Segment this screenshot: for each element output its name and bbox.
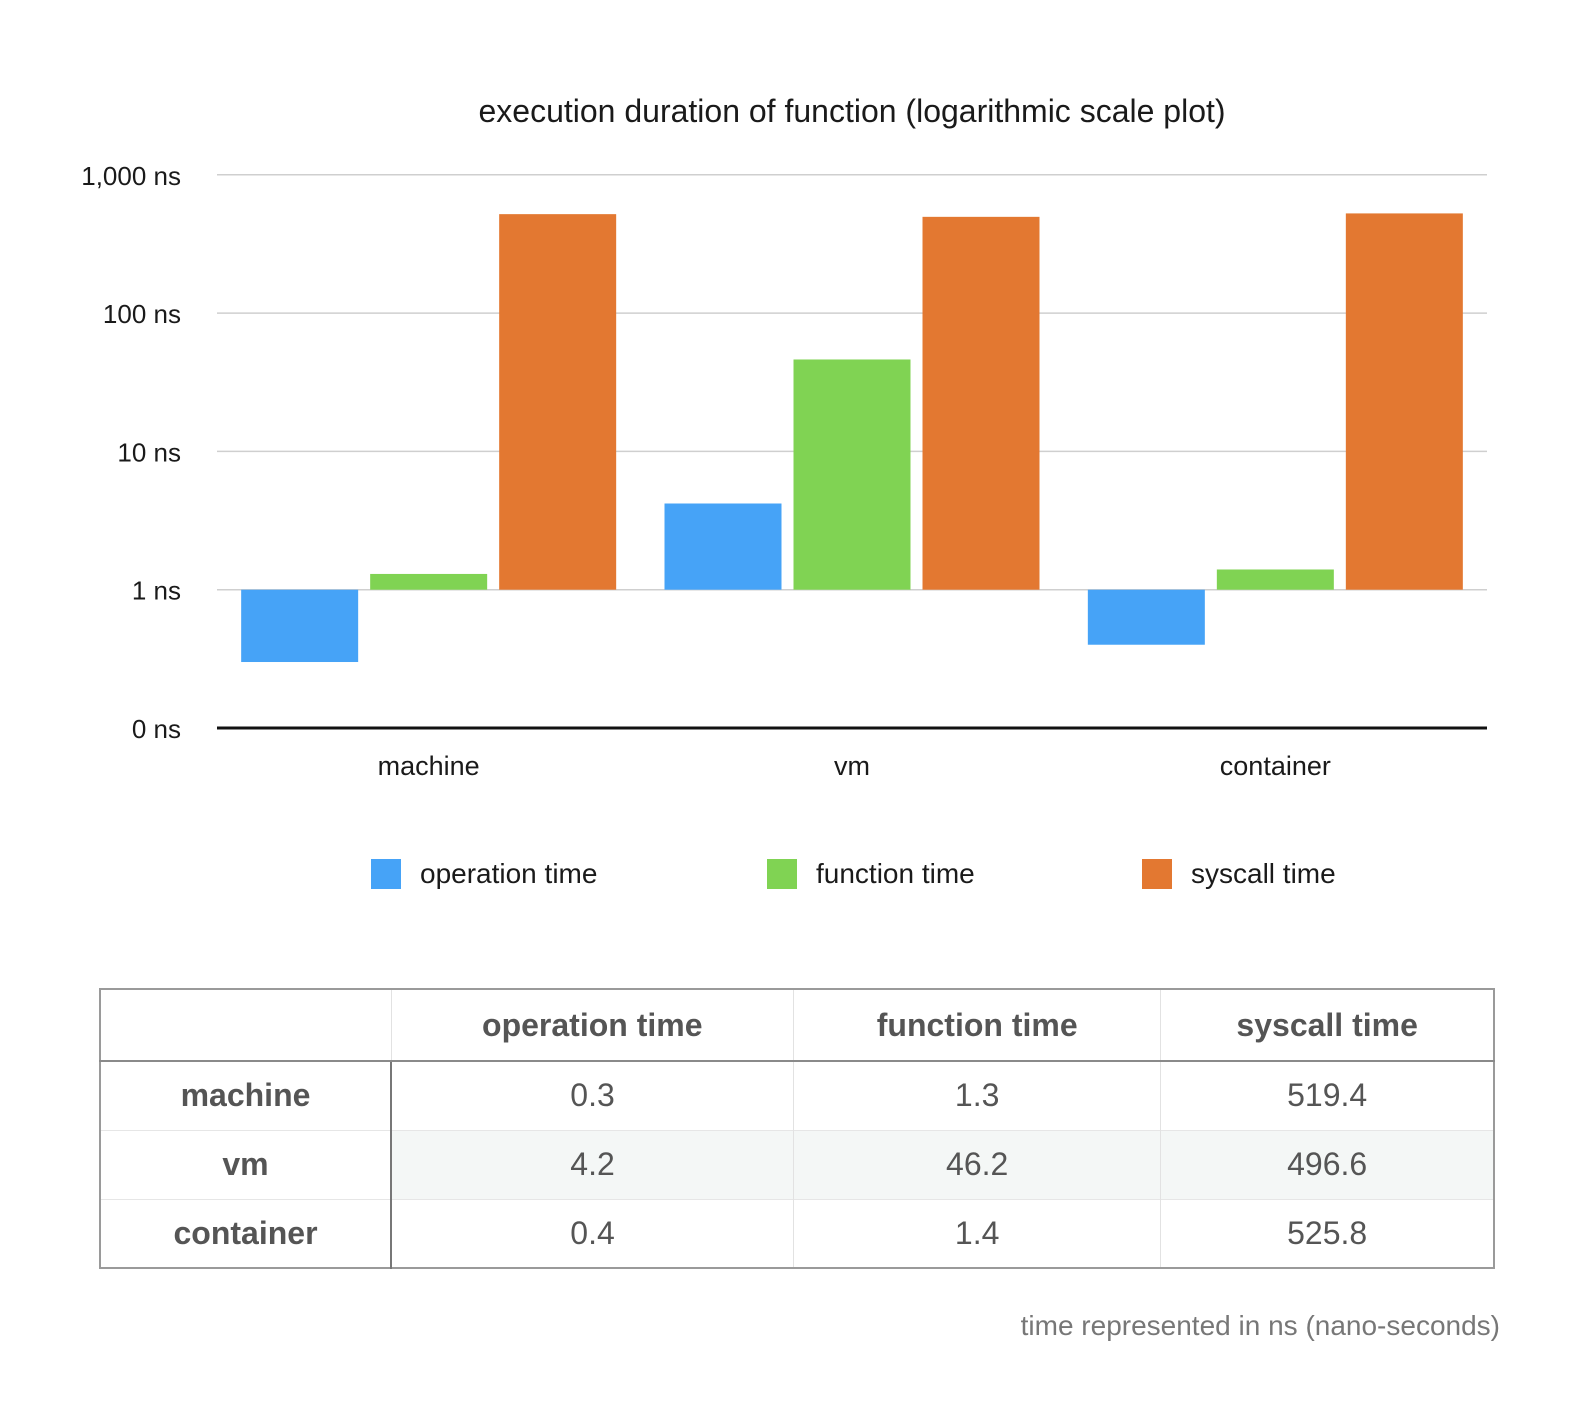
- chart-legend: operation time function time syscall tim…: [0, 858, 1582, 898]
- bar: [1087, 589, 1205, 645]
- bar-chart: execution duration of function (logarith…: [81, 93, 1487, 781]
- table-row-label: machine: [100, 1061, 392, 1130]
- table-row-label: vm: [100, 1129, 392, 1199]
- y-tick-label: 1,000 ns: [81, 161, 181, 191]
- table-cell: 1.4: [793, 1198, 1161, 1268]
- bar: [499, 214, 617, 590]
- table-cell: 0.4: [390, 1198, 794, 1268]
- x-tick-label: container: [1220, 751, 1331, 781]
- bar: [241, 589, 359, 663]
- table-header-cell: operation time: [390, 989, 794, 1062]
- bar: [1216, 569, 1334, 590]
- table-header-cell: syscall time: [1160, 989, 1494, 1062]
- y-tick-label: 1 ns: [132, 576, 181, 606]
- table-cell: 0.3: [390, 1061, 794, 1130]
- table-row-label: container: [100, 1198, 392, 1268]
- table-cell: 1.3: [793, 1061, 1161, 1130]
- units-footnote: time represented in ns (nano-seconds): [1020, 1310, 1500, 1341]
- y-tick-label: 0 ns: [132, 714, 181, 744]
- table-cell: 496.6: [1160, 1129, 1494, 1199]
- legend-item-function-time: function time: [767, 858, 975, 890]
- table-cell: 525.8: [1160, 1198, 1494, 1268]
- legend-item-operation-time: operation time: [371, 858, 597, 890]
- table-row: vm 4.2 46.2 496.6: [100, 1129, 1494, 1199]
- legend-label: syscall time: [1191, 858, 1336, 889]
- bar: [664, 503, 782, 590]
- bar: [922, 216, 1040, 590]
- table-header-row: operation time function time syscall tim…: [100, 989, 1494, 1062]
- y-tick-label: 100 ns: [103, 299, 181, 329]
- bar: [793, 359, 911, 590]
- x-tick-label: vm: [834, 751, 870, 781]
- legend-swatch-syscall-time: [1142, 859, 1172, 889]
- legend-label: operation time: [420, 858, 598, 889]
- bar: [1345, 213, 1463, 590]
- table-corner-cell: [100, 989, 391, 1062]
- table-cell: 4.2: [390, 1129, 794, 1199]
- legend-swatch-operation-time: [371, 859, 401, 889]
- table-cell: 46.2: [793, 1129, 1161, 1199]
- table-header-cell: function time: [793, 989, 1161, 1062]
- legend-item-syscall-time: syscall time: [1142, 858, 1336, 890]
- table-cell: 519.4: [1160, 1061, 1494, 1130]
- bar: [370, 573, 488, 590]
- data-table: operation time function time syscall tim…: [99, 988, 1495, 1269]
- chart-title: execution duration of function (logarith…: [478, 93, 1225, 129]
- x-tick-label: machine: [378, 751, 480, 781]
- table-row: machine 0.3 1.3 519.4: [100, 1061, 1494, 1130]
- legend-label: function time: [816, 858, 975, 889]
- y-tick-label: 10 ns: [117, 437, 181, 467]
- table-row: container 0.4 1.4 525.8: [100, 1198, 1494, 1268]
- legend-swatch-function-time: [767, 859, 797, 889]
